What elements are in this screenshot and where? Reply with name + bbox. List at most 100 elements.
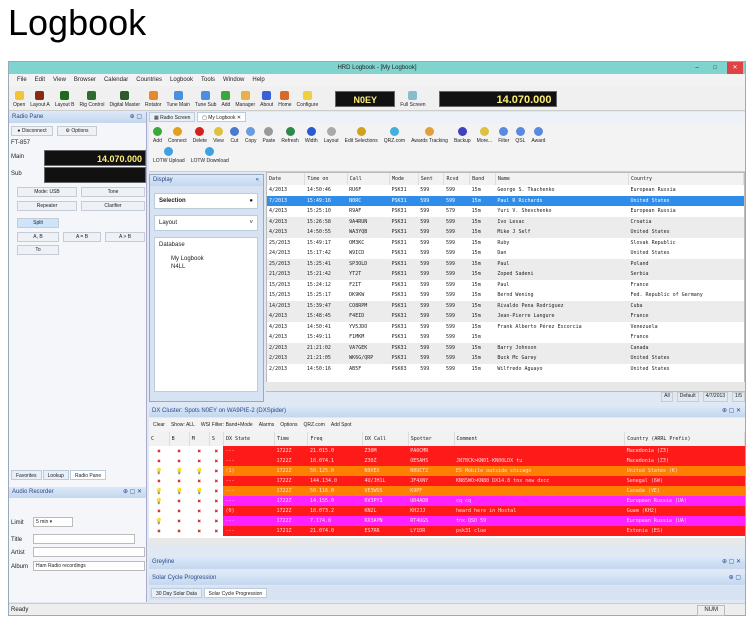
menu-help[interactable]: Help — [252, 77, 265, 83]
table-row[interactable]: 2/2013 21:21:02 VA7GEK PSK31 599 599 15m Barry … — [267, 342, 744, 353]
toolbar-tune-sub-button[interactable]: Tune Sub — [195, 91, 216, 108]
logbook-paste-button[interactable]: Paste — [263, 127, 275, 144]
menu-countries[interactable]: Countries — [136, 77, 162, 83]
table-row[interactable]: 4/2013 15:25:10 R9AF PSK31 599 579 15m Yuri V. … — [267, 206, 744, 217]
column-header-rcvd[interactable]: Rcvd — [443, 173, 471, 185]
close-button[interactable]: ✕ — [727, 62, 743, 74]
toolbar-rig-control-button[interactable]: Rig Control — [79, 91, 104, 108]
logbook-more--button[interactable]: More... — [477, 127, 492, 144]
dx-spot-row[interactable]: ✖ ✖ ✖ ✖ --- 1722Z 21.015.0 Z30M PA0CMR Macedonia … — [149, 446, 745, 456]
a-to-b-button[interactable]: A > B — [105, 232, 145, 242]
mode-button[interactable]: Mode: USB — [17, 187, 77, 197]
dx-column-header-time[interactable]: Time — [274, 432, 309, 446]
logbook-backup-button[interactable]: Backup — [454, 127, 471, 144]
full-screen-button[interactable]: Full Screen — [400, 91, 426, 108]
logbook-copy-button[interactable]: Copy — [245, 127, 257, 144]
table-row[interactable]: 25/2013 15:25:41 SP3OLD PSK31 599 599 15m Paul P… — [267, 258, 744, 269]
logbook-edit-selections-button[interactable]: Edit Selections — [345, 127, 378, 144]
menu-calendar[interactable]: Calendar — [103, 77, 129, 83]
dx-column-header-dx-call[interactable]: DX Call — [362, 432, 409, 446]
dx-column-header-country-arrl-prefix-[interactable]: Country (ARRL Prefix) — [624, 432, 745, 446]
database-my-logbook[interactable]: My Logbook — [171, 256, 204, 262]
dx-qrz-com-button[interactable]: QRZ.com — [303, 422, 325, 428]
dx-column-header-s[interactable]: S — [209, 432, 224, 446]
toolbar-digital-master-button[interactable]: Digital Master — [109, 91, 140, 108]
title-input[interactable] — [33, 534, 135, 544]
table-row[interactable]: 14/2013 15:39:47 CO8RPM PSK31 599 599 15m Rival… — [267, 300, 744, 311]
logbook-filter-button[interactable]: Filter — [498, 127, 509, 144]
table-row[interactable]: 4/2013 14:50:46 RU6F PSK31 599 599 15m George S… — [267, 185, 744, 196]
toolbar-configure-button[interactable]: Configure — [297, 91, 318, 108]
album-input[interactable]: Ham Radio recordings — [33, 561, 145, 571]
toolbar-manager-button[interactable]: Manager — [235, 91, 255, 108]
menu-window[interactable]: Window — [223, 77, 245, 83]
repeater-button[interactable]: Repeater — [17, 201, 77, 211]
database-n4ll[interactable]: N4LL — [171, 264, 186, 270]
toolbar-layout-b-button[interactable]: Layout B — [55, 91, 74, 108]
toolbar-tune-main-button[interactable]: Tune Main — [166, 91, 190, 108]
logbook-lotw-download-button[interactable]: LOTW Download — [191, 147, 229, 164]
column-header-time-on[interactable]: Time on — [304, 173, 348, 185]
limit-select[interactable]: 5 min ▾ — [33, 517, 73, 527]
toolbar-layout-a-button[interactable]: Layout A — [30, 91, 50, 108]
logbook-refresh-button[interactable]: Refresh — [281, 127, 299, 144]
logbook-layout-button[interactable]: Layout — [324, 127, 339, 144]
pin-icon[interactable]: ⊕ ▢ ✕ — [721, 408, 741, 414]
a-b-button[interactable]: A, B — [17, 232, 59, 242]
dx-column-header-m[interactable]: M — [189, 432, 210, 446]
table-row[interactable]: 15/2013 15:25:17 DK9KW PSK31 599 599 15m Bernd … — [267, 290, 744, 301]
tab-favorites[interactable]: Favorites — [11, 470, 42, 480]
minimize-button[interactable]: – — [695, 65, 699, 71]
dx-column-header-b[interactable]: B — [169, 432, 190, 446]
split-button[interactable]: Split — [17, 218, 59, 228]
selection-section[interactable]: Selection ● — [154, 193, 258, 209]
table-row[interactable]: 4/2013 15:49:11 F1MKM PSK31 599 599 15m France — [267, 332, 744, 343]
column-header-mode[interactable]: Mode — [389, 173, 419, 185]
dx-spot-row[interactable]: 💡 💡 💡 ✖ (1) 1722Z 50.125.0 N9XEX N0UCTZ ES Mobile… — [149, 466, 745, 476]
column-header-name[interactable]: Name — [495, 173, 630, 185]
table-row[interactable]: 2/2013 21:21:05 WK6G/QRP PSK31 599 599 15m Buck… — [267, 353, 744, 364]
dx-column-header-freq[interactable]: Freq — [307, 432, 363, 446]
logbook-lotw-upload-button[interactable]: LOTW Upload — [153, 147, 185, 164]
column-header-sent[interactable]: Sent — [418, 173, 445, 185]
logbook-award-button[interactable]: Award — [531, 127, 545, 144]
table-row[interactable]: 4/2013 15:48:45 F4EID PSK31 599 599 15m Jean-Pi… — [267, 311, 744, 322]
column-header-country[interactable]: Country — [628, 173, 744, 185]
table-row[interactable]: 25/2013 15:49:17 OM3KC PSK31 599 599 15m Ruby Sl… — [267, 238, 744, 249]
column-header-call[interactable]: Call — [347, 173, 391, 185]
logbook-qrz-com-button[interactable]: QRZ.com — [384, 127, 405, 144]
logbook-delete-button[interactable]: Delete — [193, 127, 207, 144]
tab-my-logbook[interactable]: ▢ My Logbook ✕ — [197, 112, 247, 122]
dx-spot-row[interactable]: ✖ ✖ ✖ ✖ (0) 1722Z 18.073.2 KN2L KH2JJ heard here … — [149, 506, 745, 516]
tab-radio-pane[interactable]: Radio Pane — [69, 470, 107, 480]
layout-section[interactable]: Layout ˅ — [154, 215, 258, 231]
maximize-button[interactable]: □ — [713, 65, 717, 71]
column-header-band[interactable]: Band — [469, 173, 496, 185]
logbook-qsl-button[interactable]: QSL — [515, 127, 525, 144]
table-row[interactable]: 21/2013 15:21:42 YT2T PSK31 599 599 15m Zoped S… — [267, 269, 744, 280]
dx-spot-row[interactable]: 💡 💡 💡 ✖ --- 1722Z 50.116.0 VE3WUS K9PF Canada (VE… — [149, 486, 745, 496]
clarifier-button[interactable]: Clarifier — [81, 201, 145, 211]
menu-tools[interactable]: Tools — [201, 77, 216, 83]
tab-30-day-solar[interactable]: 30 Day Solar Data — [151, 588, 202, 598]
tone-button[interactable]: Tone — [81, 187, 145, 197]
a-equals-b-button[interactable]: A = B — [63, 232, 101, 242]
dx-column-header-c[interactable]: C — [149, 432, 170, 446]
disconnect-button[interactable]: ● Disconnect — [11, 126, 53, 136]
tab-radio-screen[interactable]: ▦ Radio Screen — [149, 112, 196, 122]
dx-clear-button[interactable]: Clear — [153, 422, 165, 428]
pin-icon[interactable]: ⊕ ▢ ✕ — [122, 489, 142, 495]
dx-spot-row[interactable]: 💡 ✖ ✖ ✖ --- 1722Z 7.174.0 RX3APN RT4UGS tnx QSO 5… — [149, 516, 745, 526]
table-row[interactable]: 24/2013 15:17:42 W9ICD PSK31 599 599 15m Dan Uni… — [267, 248, 744, 259]
pin-icon[interactable]: ⊕ ▢ — [129, 114, 142, 120]
dx-spot-row[interactable]: 💡 ✖ ✖ ✖ --- 1722Z 14.155.0 RV3PY1 UR4ADB cq cq Eur… — [149, 496, 745, 506]
toolbar-add-button[interactable]: Add — [221, 91, 231, 108]
dx-options-button[interactable]: Options — [280, 422, 298, 428]
dx-spot-row[interactable]: ✖ ✖ ✖ ✖ --- 1722Z 18.074.1 Z30Z OE5AHS JN78CK>KN0… — [149, 456, 745, 466]
dx-show-all-button[interactable]: Show: ALL — [170, 422, 195, 428]
table-row[interactable]: 2/2013 14:50:16 AB5F PSK63 599 599 15m Wilfredo… — [267, 364, 744, 375]
toolbar-home-button[interactable]: Home — [278, 91, 292, 108]
logbook-view-button[interactable]: View — [213, 127, 224, 144]
table-row[interactable]: 4/2013 14:50:41 YV5JDO PSK31 599 599 15m Frank … — [267, 322, 744, 333]
options-button[interactable]: ⚙ Options — [57, 126, 97, 136]
